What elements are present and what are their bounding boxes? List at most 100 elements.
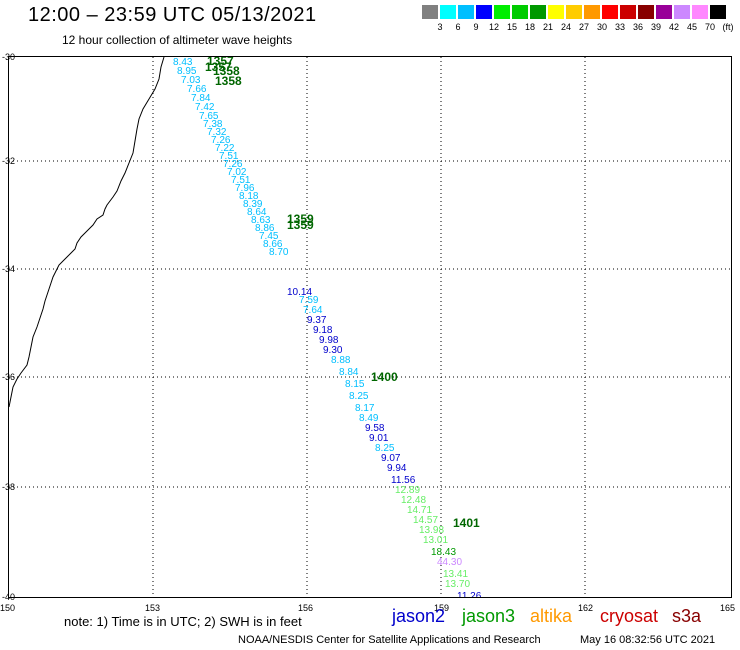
legend-swatch bbox=[638, 5, 654, 19]
wave-height-label: 8.86 bbox=[255, 223, 275, 234]
wave-height-label: 13.70 bbox=[445, 579, 470, 590]
legend-label: 12 bbox=[488, 22, 499, 32]
longitude-label: 159 bbox=[434, 603, 450, 613]
wave-height-label: 13.01 bbox=[423, 535, 448, 546]
legend-label: 33 bbox=[614, 22, 625, 32]
wave-height-label: 7.26 bbox=[211, 135, 231, 146]
legend-label: 24 bbox=[560, 22, 571, 32]
legend-swatch bbox=[620, 5, 636, 19]
satellite-label-jason2: jason2 bbox=[392, 606, 446, 626]
legend-swatch bbox=[458, 5, 474, 19]
wave-height-label: 8.18 bbox=[239, 191, 259, 202]
wave-height-label: 9.18 bbox=[313, 325, 333, 336]
wave-height-label: 9.98 bbox=[319, 335, 339, 346]
legend-swatch bbox=[584, 5, 600, 19]
wave-height-label: 11.26 bbox=[457, 591, 482, 597]
footer-credit: NOAA/NESDIS Center for Satellite Applica… bbox=[238, 634, 541, 646]
page-subtitle: 12 hour collection of altimeter wave hei… bbox=[62, 33, 293, 47]
coastline bbox=[8, 56, 165, 408]
wave-height-label: 8.49 bbox=[359, 413, 379, 424]
pass-time-label: 1400 bbox=[371, 370, 398, 384]
graticule bbox=[9, 57, 731, 597]
wave-height-label: 14.57 bbox=[413, 515, 438, 526]
legend-swatch bbox=[710, 5, 726, 19]
longitude-label: 162 bbox=[578, 603, 594, 613]
latitude-label: -38 bbox=[2, 482, 16, 492]
wave-height-label: 8.70 bbox=[269, 247, 289, 258]
wave-height-label: 7.32 bbox=[207, 127, 227, 138]
wave-height-label: 8.17 bbox=[355, 403, 375, 414]
wave-height-label: 44.30 bbox=[437, 557, 462, 568]
legend-swatch bbox=[530, 5, 546, 19]
legend-label: 45 bbox=[686, 22, 697, 32]
wave-height-label: 7.64 bbox=[303, 305, 323, 316]
wave-height-label: 8.39 bbox=[243, 199, 263, 210]
legend-unit: (ft) bbox=[722, 22, 734, 32]
footer-timestamp: May 16 08:32:56 UTC 2021 bbox=[580, 634, 716, 646]
wave-height-label: 12.48 bbox=[401, 495, 426, 506]
legend-swatch bbox=[656, 5, 672, 19]
wave-height-label: 7.84 bbox=[191, 93, 211, 104]
map-canvas: 8.438.957.037.667.847.427.657.387.327.26… bbox=[8, 54, 731, 602]
longitude-label: 156 bbox=[298, 603, 314, 613]
wave-height-label: 9.94 bbox=[387, 463, 407, 474]
wave-height-label: 11.56 bbox=[391, 475, 416, 486]
legend-label: 21 bbox=[542, 22, 553, 32]
wave-height-label: 7.51 bbox=[231, 175, 251, 186]
wave-height-label: 9.01 bbox=[369, 433, 389, 444]
longitude-label: 165 bbox=[720, 603, 736, 613]
pass-time-label: 1358 bbox=[213, 64, 240, 78]
wave-height-label: 7.96 bbox=[235, 183, 255, 194]
legend-label: 6 bbox=[455, 22, 461, 32]
pass-time-label: 1359 bbox=[287, 218, 314, 232]
wave-height-label: 9.37 bbox=[307, 315, 327, 326]
wave-height-label: 8.84 bbox=[339, 367, 359, 378]
wave-height-label: 8.95 bbox=[177, 66, 197, 77]
wave-height-label: 8.15 bbox=[345, 379, 365, 390]
longitude-label: 150 bbox=[0, 603, 16, 613]
wave-height-label: 7.51 bbox=[219, 151, 239, 162]
wave-height-label: 13.98 bbox=[419, 525, 444, 536]
pass-time-label: 1357 bbox=[207, 57, 234, 68]
page-title: 12:00 – 23:59 UTC 05/13/2021 bbox=[28, 4, 317, 26]
legend-label: 42 bbox=[668, 22, 679, 32]
legend-swatch bbox=[602, 5, 618, 19]
wave-height-label: 7.38 bbox=[203, 119, 223, 130]
longitude-label: 153 bbox=[145, 603, 161, 613]
wave-height-label: 8.88 bbox=[331, 355, 351, 366]
satellite-label-jason3: jason3 bbox=[462, 606, 516, 626]
latitude-label: -40 bbox=[2, 592, 16, 602]
legend-swatch bbox=[512, 5, 528, 19]
latitude-label: -36 bbox=[2, 372, 16, 382]
pass-time-label: 1401 bbox=[453, 516, 480, 530]
legend-label: 3 bbox=[437, 22, 443, 32]
wave-height-label: 9.30 bbox=[323, 345, 343, 356]
satellite-label-cryosat: cryosat bbox=[600, 606, 659, 626]
wave-height-label: 13.41 bbox=[443, 569, 468, 580]
wave-height-label: 8.66 bbox=[263, 239, 283, 250]
legend-swatch bbox=[674, 5, 690, 19]
wave-height-label: 7.02 bbox=[227, 167, 247, 178]
wave-height-label: 7.65 bbox=[199, 111, 219, 122]
pass-time-label: 1359 bbox=[287, 212, 314, 226]
wave-height-label: 12.89 bbox=[395, 485, 420, 496]
wave-height-label: 9.07 bbox=[381, 453, 401, 464]
wave-height-track: 8.438.957.037.667.847.427.657.387.327.26… bbox=[173, 57, 482, 602]
wave-height-label: 7.45 bbox=[259, 231, 279, 242]
legend-swatch bbox=[440, 5, 456, 19]
wave-height-label: 7.22 bbox=[215, 143, 235, 154]
pass-time-label: 1358 bbox=[215, 74, 242, 88]
wave-height-label: 18.43 bbox=[431, 547, 456, 558]
legend-swatch bbox=[494, 5, 510, 19]
legend-swatch bbox=[548, 5, 564, 19]
legend-swatch bbox=[476, 5, 492, 19]
legend-swatch bbox=[422, 5, 438, 19]
legend-label: 27 bbox=[578, 22, 589, 32]
latitude-label: -34 bbox=[2, 264, 16, 274]
satellite-label-altika: altika bbox=[530, 606, 573, 626]
wave-height-label: 7.66 bbox=[187, 84, 207, 95]
footer-note: note: 1) Time is in UTC; 2) SWH is in fe… bbox=[64, 614, 302, 629]
legend-label: 15 bbox=[506, 22, 517, 32]
